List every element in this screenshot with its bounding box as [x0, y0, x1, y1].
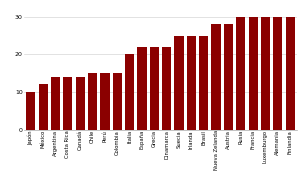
Bar: [51, 77, 60, 130]
Bar: [199, 36, 208, 130]
Bar: [187, 36, 196, 130]
Bar: [88, 73, 97, 130]
Bar: [286, 17, 295, 130]
Bar: [100, 73, 110, 130]
Bar: [112, 73, 122, 130]
Bar: [174, 36, 184, 130]
Bar: [150, 47, 159, 130]
Bar: [236, 17, 245, 130]
Bar: [76, 77, 85, 130]
Bar: [212, 24, 221, 130]
Bar: [63, 77, 73, 130]
Bar: [137, 47, 147, 130]
Bar: [26, 92, 35, 130]
Bar: [125, 54, 134, 130]
Bar: [248, 17, 258, 130]
Bar: [273, 17, 283, 130]
Bar: [38, 84, 48, 130]
Bar: [162, 47, 171, 130]
Bar: [261, 17, 270, 130]
Bar: [224, 24, 233, 130]
